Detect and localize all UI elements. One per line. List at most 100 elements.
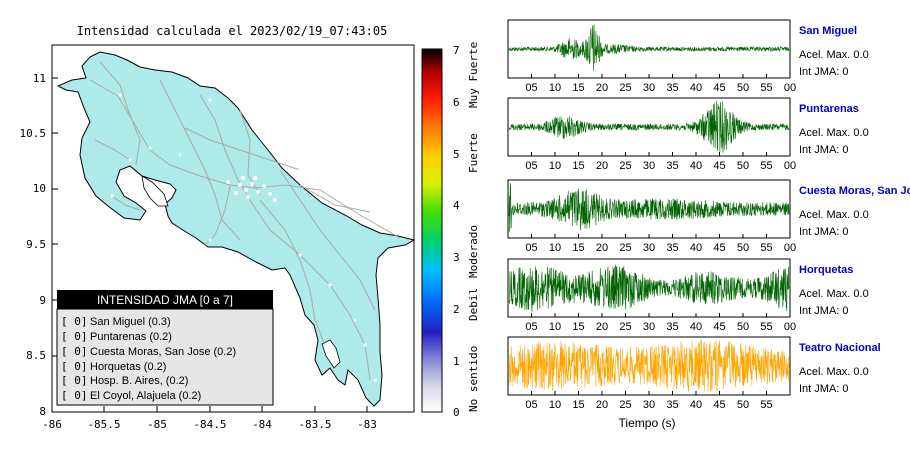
colorbar-tick-label: 1	[453, 355, 460, 368]
legend-body-bg	[56, 308, 274, 406]
town-markers	[110, 93, 377, 382]
waveform-tick-label: 35	[666, 321, 678, 333]
waveform-tick-label: 05	[525, 160, 537, 172]
waveform-tick-label: 40	[690, 399, 702, 411]
golfo-dulce	[321, 339, 341, 369]
station-name: Cuesta Moras, San Jose	[799, 185, 910, 197]
waveform-tick-label: 45	[713, 160, 725, 172]
station-int-label: Int JMA: 0	[799, 66, 849, 78]
waveform-tick-label: 25	[619, 160, 631, 172]
legend-item-value: [ 0]	[61, 374, 88, 387]
colorbar-tick-label: 0	[453, 406, 460, 419]
waveform-tick-label: 00	[784, 82, 796, 94]
colorbar-tick-label: 7	[453, 44, 460, 57]
waveform-tick-label: 05	[525, 399, 537, 411]
station-acel-label: Acel. Max. 0.0	[799, 288, 869, 300]
waveform-tick-label: 55	[760, 160, 772, 172]
legend-item-value: [ 0]	[61, 345, 88, 358]
waveform-tick-label: 15	[572, 321, 584, 333]
waveform-panel: 05 10 15 20 25 30 35 40 45 50 55 Teatro Nacional Ace…	[507, 336, 881, 411]
waveform-tick-label: 40	[690, 321, 702, 333]
waveform-tick-label: 10	[549, 321, 561, 333]
colorbar-tick-label: 2	[453, 303, 460, 316]
station-acel-label: Acel. Max. 0.0	[799, 49, 869, 61]
legend-item-value: [ 0]	[61, 389, 88, 402]
waveform-tick-label: 20	[596, 160, 608, 172]
waveform-trace	[508, 264, 790, 312]
waveform-tick-label: 15	[572, 399, 584, 411]
map-y-axis: 11 10.5 10 9.5 9 8.5 8	[20, 72, 47, 418]
waveform-trace	[508, 339, 790, 393]
waveform-tick-label: 35	[666, 82, 678, 94]
waveform-tick-label: 50	[737, 160, 749, 172]
road-network	[89, 61, 401, 381]
waveform-tick-label: 25	[619, 242, 631, 254]
waveform-tick-label: 30	[643, 160, 655, 172]
waveform-trace	[508, 100, 790, 153]
waveform-tick-label: 55	[760, 82, 772, 94]
legend-item-value: [ 0]	[61, 330, 88, 343]
legend-item-value: [ 0]	[61, 315, 88, 328]
map-title: Intensidad calculada el 2023/02/19_07:43…	[77, 24, 388, 38]
station-name: Teatro Nacional	[799, 342, 881, 354]
waveform-tick-label: 25	[619, 82, 631, 94]
waveform-panel: 05 10 15 20 25 30 35 40 45 50 55 00 Cuesta Moras, Sa…	[507, 179, 910, 254]
waveform-tick-label: 30	[643, 242, 655, 254]
waveform-tick-label: 35	[666, 399, 678, 411]
colorbar-tick-label: 4	[453, 199, 460, 212]
waveform-tick-label: 10	[549, 82, 561, 94]
y-tick-label: 9	[39, 294, 46, 307]
y-tick-label: 10.5	[20, 127, 47, 140]
station-int-label: Int JMA: 0	[799, 144, 849, 156]
colorbar-tick-label: 3	[453, 251, 460, 264]
colorbar-tick-label: 5	[453, 148, 460, 161]
legend-header-bg	[57, 290, 273, 309]
waveform-tick-label: 20	[596, 399, 608, 411]
waveform-tick-label: 35	[666, 242, 678, 254]
waveform-tick-label: 10	[549, 399, 561, 411]
waveform-panels: 05 10 15 20 25 30 35 40 45 50 55 00 San Miguel Acel. …	[507, 19, 910, 411]
waveform-tick-label: 55	[760, 399, 772, 411]
colorbar-gradient	[421, 48, 443, 413]
y-tick-label: 8	[39, 405, 46, 418]
station-acel-label: Acel. Max. 0.0	[799, 209, 869, 221]
station-name: San Miguel	[799, 25, 857, 37]
waveform-tick-label: 15	[572, 160, 584, 172]
waveform-tick-label: 50	[737, 399, 749, 411]
gulf-of-nicoya	[141, 175, 169, 207]
waveform-trace	[508, 24, 790, 71]
colorbar-tick-label: 6	[453, 96, 460, 109]
map-x-axis: -86 -85.5 -85 -84.5 -84 -83.5 -83	[42, 418, 377, 431]
station-name: Puntarenas	[799, 103, 859, 115]
legend-item-name: Horquetas (0.2)	[90, 361, 166, 373]
station-int-label: Int JMA: 0	[799, 226, 849, 238]
station-name: Horquetas	[799, 264, 853, 276]
colorbar-category-label: Debil	[467, 288, 480, 321]
waveform-tick-label: 50	[737, 242, 749, 254]
colorbar-category-label: Fuerte	[467, 133, 480, 173]
waveform-tick-label: 45	[713, 242, 725, 254]
station-int-label: Int JMA: 0	[799, 383, 849, 395]
intensity-legend: INTENSIDAD JMA [0 a 7] [ 0] [ 0] [ 0] [ …	[56, 290, 274, 406]
station-int-label: Int JMA: 0	[799, 305, 849, 317]
waveform-tick-label: 15	[572, 82, 584, 94]
waveform-tick-label: 40	[690, 160, 702, 172]
waveform-tick-label: 30	[643, 82, 655, 94]
colorbar-category-label: Muy Fuerte	[467, 42, 480, 108]
waveform-tick-label: 45	[713, 399, 725, 411]
y-tick-label: 11	[33, 72, 46, 85]
x-tick-label: -85	[147, 418, 167, 431]
legend-item-value: [ 0]	[61, 360, 88, 373]
waveform-tick-label: 55	[760, 321, 772, 333]
y-tick-label: 10	[33, 182, 46, 195]
waveform-tick-label: 00	[784, 242, 796, 254]
waveform-tick-label: 30	[643, 321, 655, 333]
y-tick-label: 8.5	[26, 349, 46, 362]
colorbar-category-label: Moderado	[467, 225, 480, 278]
waveform-tick-label: 10	[549, 160, 561, 172]
waveform-panel: 05 10 15 20 25 30 35 40 45 50 55 00 Puntarenas Acel. …	[507, 97, 869, 172]
y-tick-label: 9.5	[26, 238, 46, 251]
waveform-tick-label: 50	[737, 321, 749, 333]
legend-item-name: Cuesta Moras, San Jose (0.2)	[90, 346, 236, 358]
